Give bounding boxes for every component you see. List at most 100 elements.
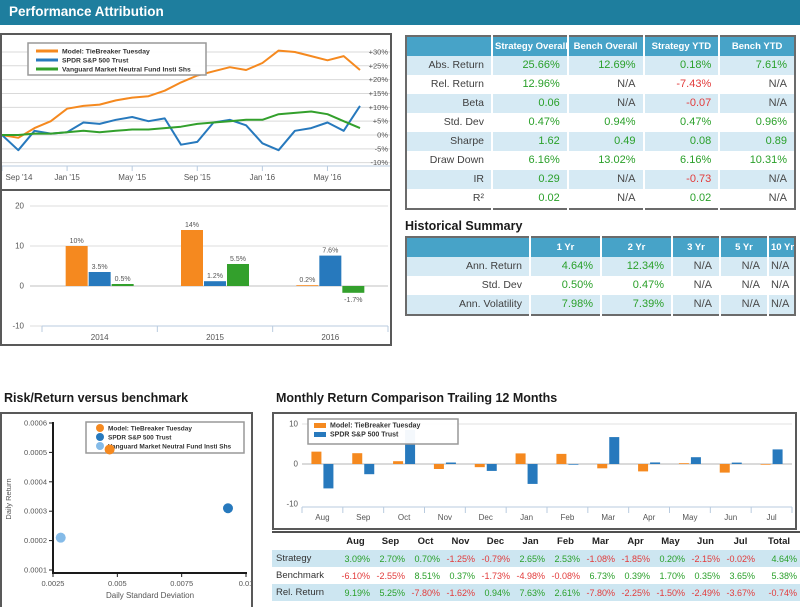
value-cell: -7.43% [642,75,720,94]
svg-text:Model: TieBreaker Tuesday: Model: TieBreaker Tuesday [62,49,150,56]
value-cell: -1.62% [443,584,478,601]
svg-text:10: 10 [289,420,298,429]
svg-text:Jul: Jul [766,513,776,522]
column-header: Apr [627,536,644,547]
row-label: Abs. Return [406,56,492,75]
svg-text:+10%: +10% [369,103,389,112]
row-label: Std. Dev [481,279,522,291]
value-cell: -1.25% [443,550,478,567]
table-row: Std. Dev 0.50% 0.47% N/A N/A N/A [406,276,795,295]
value-cell: 0.94% [478,584,513,601]
table-row: Beta 0.06 N/A -0.07 N/A [406,94,795,113]
value-cell: N/A [718,75,795,94]
value-cell: N/A [718,94,795,113]
value-cell: -3.67% [723,584,758,601]
column-header: Oct [417,536,434,547]
svg-text:May '16: May '16 [314,173,342,182]
column-header: Total [768,536,790,547]
value-cell: N/A [671,276,720,295]
svg-text:1.2%: 1.2% [207,273,223,280]
row-label: Benchmark [276,570,325,581]
table-row: Abs. Return 25.66% 12.69% 0.18% 7.61% [406,56,795,75]
svg-text:Vanguard Market Neutral Fund I: Vanguard Market Neutral Fund Insti Shs [108,444,232,451]
column-header: Aug [346,536,365,547]
monthly-returns-table: Aug Sep Oct Nov Dec Jan Feb Mar Apr May Jun Jul Tota… [272,531,800,601]
svg-text:10: 10 [15,242,24,251]
monthly-comparison-chart-panel: 10 0 -10 Aug Sep Oct Nov Dec Jan Feb Mar Apr May Jun J… [272,412,797,530]
value-cell: 1.70% [659,570,685,581]
row-label: Std. Dev [443,116,484,128]
value-cell: 3.09% [338,550,373,567]
svg-text:+5%: +5% [373,117,389,126]
value-cell: 7.39% [600,295,672,315]
row-label: R² [472,192,484,204]
risk-return-scatter-chart: 0.0006 0.0005 0.0004 0.0003 0.0002 0.0001 0.00… [4,419,251,601]
value-cell: 0.02 [642,189,720,209]
value-cell: 0.02 [491,189,568,209]
column-header: Jan [522,536,539,547]
annual-return-bar-chart: 20 10 0 -10 2014 2015 2016 10% 14% 0.2% 3.5% 1.2% 7.… [12,202,389,342]
value-cell: 7.98% [529,295,601,315]
value-cell: 5.25% [373,584,408,601]
value-cell: 0.70% [408,550,443,567]
value-cell: 6.16% [642,151,720,170]
column-header [272,532,338,550]
svg-text:Daily Standard Deviation: Daily Standard Deviation [106,591,194,600]
column-header: Jun [697,536,714,547]
svg-text:2016: 2016 [321,333,339,342]
value-cell: 0.35% [694,570,720,581]
value-cell: -0.02% [723,550,758,567]
strategy-stats-table: Strategy Overall Bench Overall Strategy YT… [405,35,796,210]
row-label: Draw Down [429,154,484,166]
cumulative-return-line-chart: +30% +25% +20% +15% +10% +5% 0% -5% -10% Sep '14 J… [2,42,390,182]
value-cell: 13.02% [566,151,644,170]
value-cell: -2.55% [376,570,405,581]
value-cell: N/A [718,170,795,189]
svg-text:0.005: 0.005 [108,579,127,588]
svg-text:0.0006: 0.0006 [24,419,47,428]
svg-text:+15%: +15% [369,89,389,98]
row-label: Rel. Return [430,78,484,90]
column-header: Jul [733,536,748,547]
value-cell: 0.47% [642,113,720,132]
svg-text:Sep '15: Sep '15 [184,173,211,182]
svg-text:-10: -10 [12,322,24,331]
svg-text:0.0001: 0.0001 [24,566,47,575]
monthly-comparison-title: Monthly Return Comparison Trailing 12 Mo… [276,391,558,405]
row-label: Ann. Volatility [406,295,530,315]
value-cell: 0.47% [600,276,672,295]
row-label: Beta [406,94,492,113]
svg-text:7.6%: 7.6% [322,248,338,255]
svg-text:0.0075: 0.0075 [170,579,193,588]
svg-text:Jun: Jun [724,513,737,522]
column-header: 1 Yr [529,237,601,257]
column-header: 10 Yr [767,237,795,257]
svg-text:2015: 2015 [206,333,224,342]
svg-text:-5%: -5% [375,144,389,153]
attribution-section-title: Performance Attribution [0,0,800,23]
value-cell: N/A [719,295,768,315]
value-cell: N/A [767,295,795,315]
value-cell: -7.80% [408,584,443,601]
row-label: Sharpe [406,132,492,151]
value-cell: -1.73% [481,570,510,581]
svg-text:0.0003: 0.0003 [24,507,47,516]
value-cell: N/A [719,276,768,295]
value-cell: 5.38% [771,570,797,581]
table-row: Strategy 3.09% 2.70% 0.70% -1.25% -0.79% 2.65%… [272,550,800,567]
value-cell: 6.16% [491,151,568,170]
column-header: 5 Yr [719,237,768,257]
value-cell: 2.70% [373,550,408,567]
svg-text:Jan: Jan [520,513,533,522]
column-header: Mar [592,536,609,547]
svg-text:0: 0 [294,460,299,469]
svg-text:Apr: Apr [643,513,656,522]
value-cell: -0.08% [551,570,580,581]
value-cell: 0.96% [718,113,795,132]
column-header: Sep [381,536,400,547]
value-cell: 10.31% [718,151,795,170]
value-cell: 12.69% [566,56,644,75]
column-header: Feb [557,536,574,547]
value-cell: 0.89 [718,132,795,151]
